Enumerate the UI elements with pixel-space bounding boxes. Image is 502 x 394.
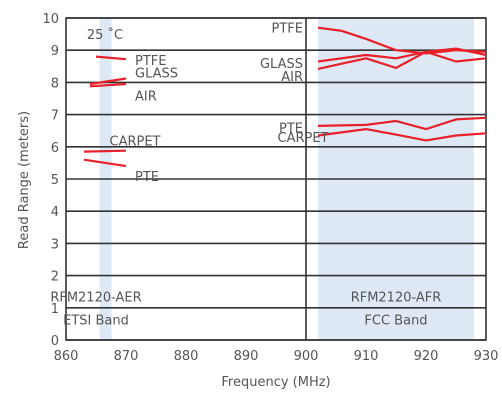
y-tick-label: 6 [51,141,59,156]
y-tick-label: 2 [51,270,59,285]
plot-frame [65,17,487,341]
x-tick-label: 860 [54,349,79,364]
x-tick-label: 880 [174,349,199,364]
y-tick-label: 9 [51,44,59,59]
temperature-annotation: CARPET [110,134,161,149]
series-line [95,55,127,61]
series-line [317,50,487,63]
y-tick-label: 10 [42,12,59,27]
x-tick-label: 930 [474,349,499,364]
series-lines [83,26,487,168]
series-annotation: PTFE [135,54,166,69]
series-annotation: GLASS [135,67,178,82]
band-label: FCC Band [364,313,427,328]
y-tick-label: 1 [51,302,59,317]
x-tick-label: 890 [234,349,259,364]
y-tick-label: 4 [51,205,59,220]
y-tick-label: 7 [51,109,59,124]
series-line [89,82,127,88]
series-line [317,128,487,142]
x-tick-label: 910 [354,349,379,364]
y-tick-label: 0 [51,334,59,349]
band-label: ETSI Band [63,313,129,328]
series-annotation: PTFE [272,22,303,37]
x-axis-label: Frequency (MHz) [221,375,330,390]
series-line [83,158,127,168]
series-line [317,116,487,131]
series-line [83,149,127,153]
x-tick-label: 920 [414,349,439,364]
x-tick-label: 900 [294,349,319,364]
y-tick-label: 5 [51,173,59,188]
band-label: RFM2120-AFR [351,290,442,305]
y-axis-label: Read Range (meters) [17,111,32,249]
temperature-annotation: CARPET [278,131,329,146]
series-line [317,26,487,55]
y-tick-label: 8 [51,76,59,91]
temperature-annotation: 25 ˚C [87,27,123,43]
series-annotation: GLASS [260,57,303,72]
series-annotation: AIR [281,70,303,85]
y-tick-label: 3 [51,237,59,252]
plot-border [65,17,487,341]
band-label: RFM2120-AER [50,290,141,305]
series-annotation: AIR [135,89,157,104]
series-annotation: PTE [279,121,303,136]
series-line [89,77,127,86]
x-tick-label: 870 [114,349,139,364]
series-annotation: PTE [135,170,159,185]
series-line [317,47,487,70]
chart-labels: RFM2120-AER ETSI Band RFM2120-AFR FCC Band 2… [50,22,441,329]
